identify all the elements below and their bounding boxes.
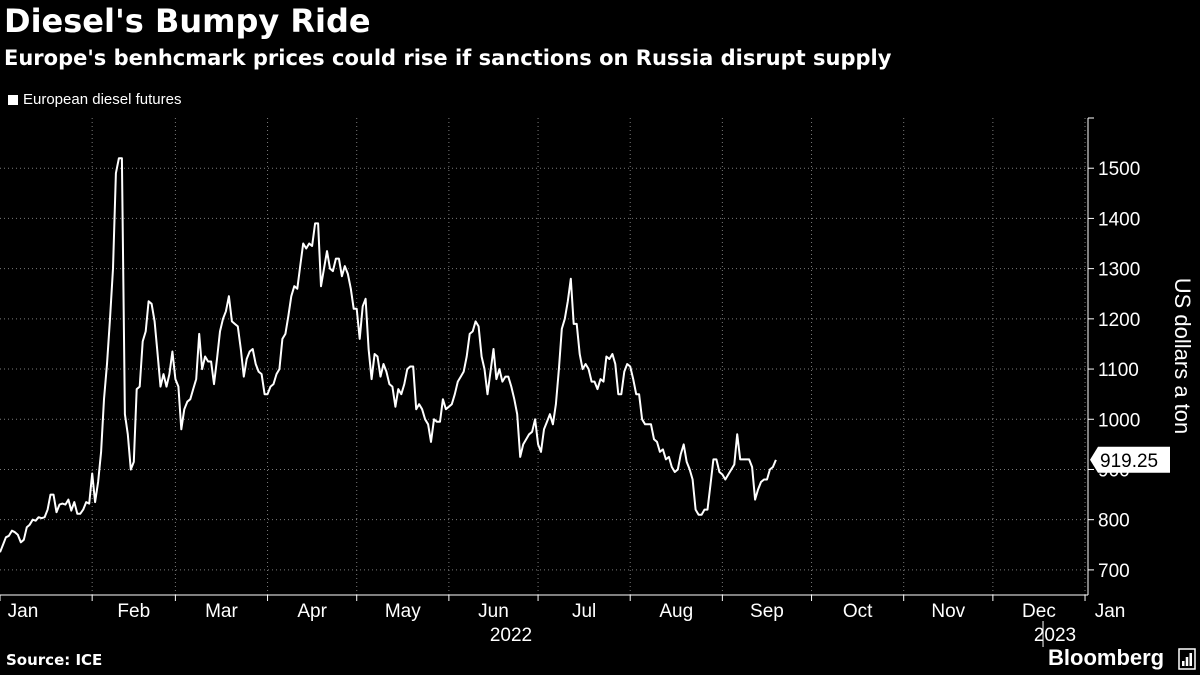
- bloomberg-terminal-icon: [1178, 648, 1196, 670]
- x-tick-label: Jul: [572, 601, 596, 622]
- y-tick-label: 1000: [1098, 410, 1140, 431]
- bloomberg-logo: Bloomberg: [1048, 645, 1165, 670]
- x-axis-ticks: Jan Feb Mar Apr May Jun Jul Aug Sep Oct Nov Dec Jan: [0, 595, 1125, 622]
- last-value-box: [1090, 446, 1170, 473]
- x-tick-label: Jan: [1095, 601, 1126, 622]
- x-tick-label: Jun: [478, 601, 509, 622]
- legend: European diesel futures: [8, 91, 181, 108]
- source-note: Source: ICE: [6, 651, 103, 669]
- last-value-label: 919.25: [1100, 451, 1158, 472]
- y-tick-label: 1500: [1098, 159, 1140, 180]
- x-tick-label: Jan: [8, 601, 39, 622]
- x-tick-label: Feb: [117, 601, 150, 622]
- y-axis-ticks: 700800900100011001200130014001500: [1088, 117, 1140, 582]
- last-value-callout: 919.25: [1090, 446, 1170, 473]
- horizontal-gridlines: [0, 167, 1088, 571]
- x-tick-label: Sep: [750, 601, 784, 622]
- x-tick-label: Aug: [659, 601, 693, 622]
- legend-swatch: [8, 94, 18, 105]
- y-tick-label: 800: [1098, 511, 1130, 532]
- year-label: 2022: [490, 625, 532, 646]
- y-tick-label: 1100: [1098, 360, 1139, 381]
- x-tick-label: Mar: [205, 601, 238, 622]
- x-tick-label: Apr: [297, 601, 327, 622]
- y-tick-label: 1400: [1098, 209, 1140, 230]
- year-labels: 2022 2023: [490, 621, 1076, 647]
- y-axis-label: US dollars a ton: [1170, 278, 1195, 435]
- y-tick-label: 1200: [1098, 310, 1140, 331]
- legend-label: European diesel futures: [23, 91, 182, 108]
- chart-subtitle: Europe's benhcmark prices could rise if …: [4, 46, 892, 70]
- series-line-european-diesel-futures: [0, 157, 777, 553]
- x-tick-label: Oct: [843, 601, 873, 622]
- x-tick-label: Nov: [931, 601, 965, 622]
- y-tick-label: 700: [1098, 561, 1130, 582]
- x-tick-label: Dec: [1022, 601, 1056, 622]
- x-tick-label: May: [385, 601, 421, 622]
- y-tick-label: 1300: [1098, 260, 1140, 281]
- chart-title: Diesel's Bumpy Ride: [4, 2, 371, 40]
- year-label: 2023: [1034, 625, 1076, 646]
